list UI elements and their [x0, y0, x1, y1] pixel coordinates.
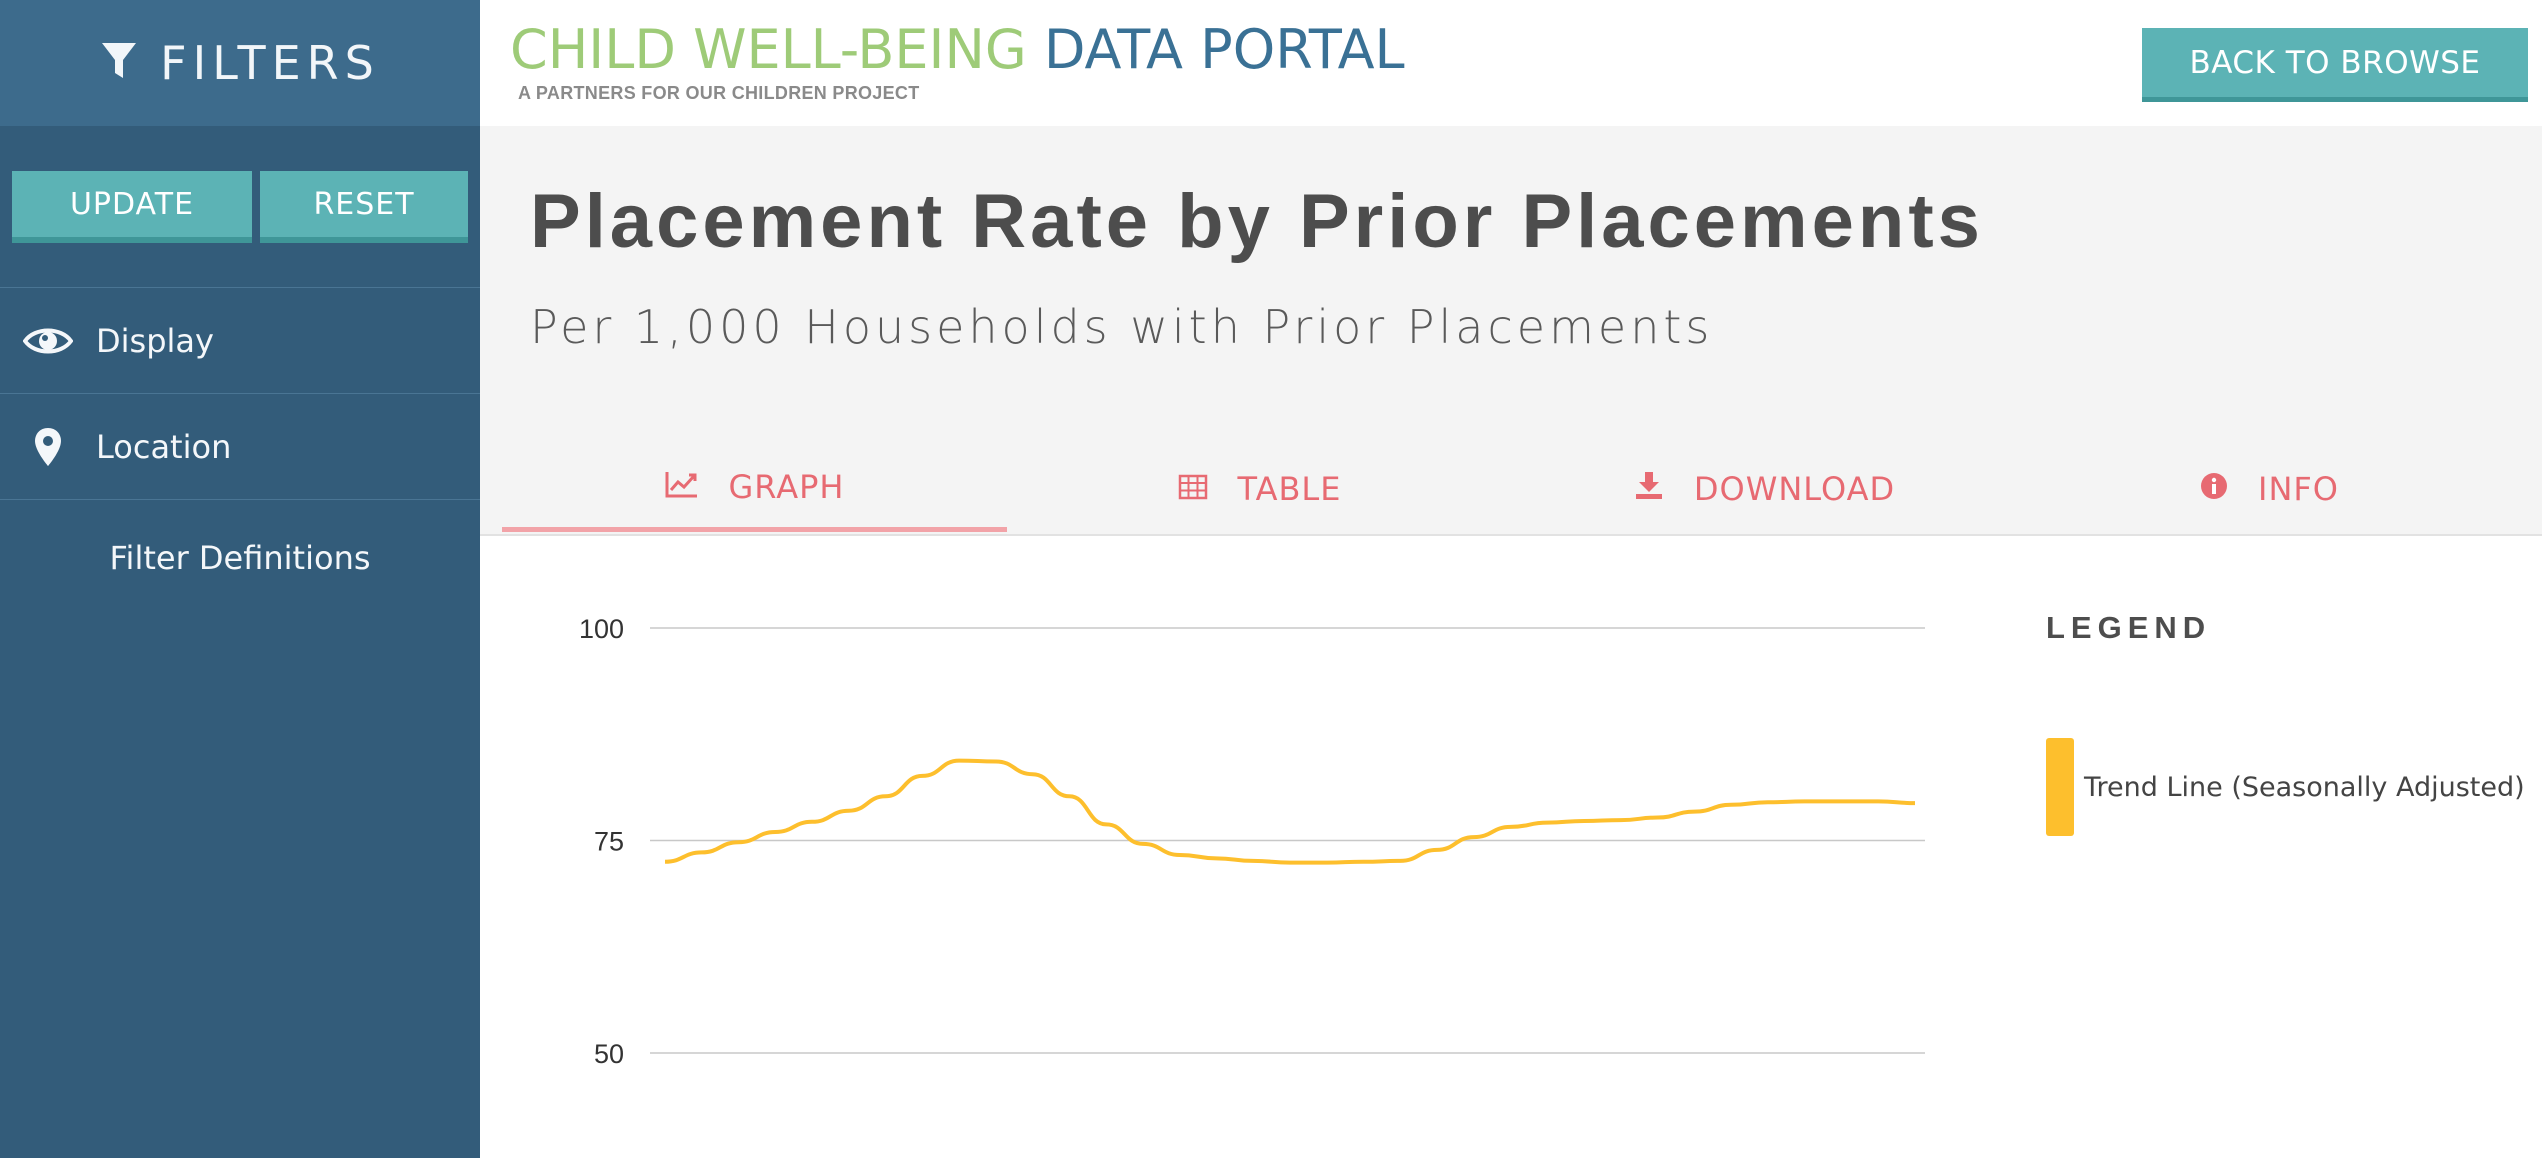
filter-funnel-icon: [100, 40, 138, 87]
line-chart-icon: [665, 468, 699, 506]
y-tick-label: 50: [594, 1039, 624, 1069]
filter-actions: UPDATE RESET: [0, 126, 480, 288]
chart-area: 100 75 50 LEGEND Trend Line (Seasonally Ad…: [480, 538, 2542, 1158]
view-tabs: GRAPH TABLE: [502, 446, 2522, 534]
info-icon: [2200, 470, 2228, 508]
brand-logo[interactable]: CHILD WELL-BEING DATA PORTAL A PARTNERS …: [510, 18, 1405, 104]
brand-blue-text: DATA PORTAL: [1043, 18, 1405, 81]
tab-label: INFO: [2258, 470, 2339, 508]
back-to-browse-button[interactable]: BACK TO BROWSE: [2142, 28, 2528, 102]
page-subtitle: Per 1,000 Households with Prior Placemen…: [530, 300, 1714, 354]
filters-header: FILTERS: [0, 0, 480, 126]
tab-label: DOWNLOAD: [1693, 470, 1896, 508]
top-bar: CHILD WELL-BEING DATA PORTAL A PARTNERS …: [480, 0, 2542, 126]
tab-label: TABLE: [1237, 470, 1342, 508]
legend-label: Trend Line (Seasonally Adjusted): [2084, 771, 2525, 803]
tab-info[interactable]: INFO: [2017, 446, 2522, 532]
sidebar-item-label: Location: [96, 427, 232, 466]
reset-button[interactable]: RESET: [260, 171, 468, 243]
sidebar-item-label: Display: [96, 321, 214, 360]
y-tick-label: 75: [594, 827, 624, 857]
title-area: Placement Rate by Prior Placements Per 1…: [480, 126, 2542, 536]
y-tick-label: 100: [579, 614, 624, 644]
eye-icon: [0, 325, 96, 357]
update-button[interactable]: UPDATE: [12, 171, 252, 243]
tab-table[interactable]: TABLE: [1007, 446, 1512, 532]
tab-graph[interactable]: GRAPH: [502, 446, 1007, 532]
tab-download[interactable]: DOWNLOAD: [1512, 446, 2017, 532]
download-icon: [1634, 470, 1664, 508]
brand-green-text: CHILD WELL-BEING: [510, 18, 1027, 81]
brand-subtitle: A PARTNERS FOR OUR CHILDREN PROJECT: [518, 83, 920, 103]
sidebar-item-display[interactable]: Display: [0, 288, 480, 394]
legend-item[interactable]: Trend Line (Seasonally Adjusted): [2046, 738, 2525, 836]
series-line-trend[interactable]: [664, 758, 1916, 865]
map-pin-icon: [0, 426, 96, 468]
filters-title: FILTERS: [160, 36, 380, 90]
line-chart: 100 75 50: [579, 614, 1925, 1069]
tab-label: GRAPH: [728, 467, 845, 506]
table-icon: [1178, 470, 1208, 508]
legend-title: LEGEND: [2046, 610, 2212, 645]
legend-swatch: [2046, 738, 2074, 836]
page-title: Placement Rate by Prior Placements: [530, 179, 1984, 264]
filters-sidebar: FILTERS UPDATE RESET Display: [0, 0, 480, 1158]
filter-definitions-link[interactable]: Filter Definitions: [109, 539, 371, 577]
sidebar-item-location[interactable]: Location: [0, 394, 480, 500]
